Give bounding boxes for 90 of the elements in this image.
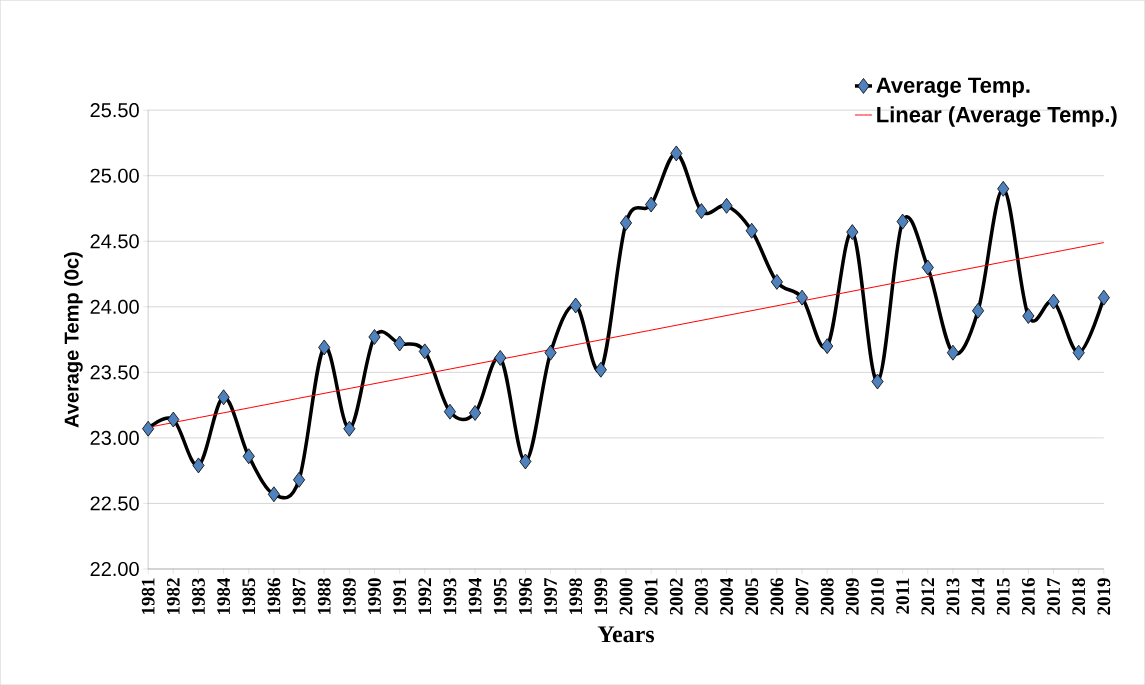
legend-label: Average Temp. [876,77,1030,98]
point [343,420,356,437]
point [594,361,607,378]
point [796,289,809,306]
y-tick-label: 22.00 [90,561,139,576]
x-tick-label: 1997 [544,577,557,614]
point [393,335,406,352]
x-tick-label: 2011 [896,578,910,614]
x-tick-label: 2013 [946,578,960,615]
y-axis-title: Average Temp (0c) [64,252,83,428]
point [1022,308,1035,324]
x-tick-label: 2001 [644,578,658,615]
y-tick-label: 25.00 [90,168,139,183]
point [1072,344,1085,361]
x-tick-label: 1988 [317,578,331,614]
point [972,302,985,319]
point [821,338,834,354]
x-tick-label: 1999 [594,578,608,614]
x-tick-label: 2009 [845,578,859,615]
x-tick-label: 1998 [569,578,583,614]
point [670,145,683,162]
x-tick-label: 1990 [368,578,381,614]
x-tick-label: 1981 [141,578,155,614]
point [921,259,934,276]
point [946,344,959,361]
point [293,471,306,488]
x-tick-label: 2002 [669,578,683,615]
x-tick-label: 1986 [267,578,281,614]
x-tick-label: 1985 [242,578,256,614]
x-tick-label: 1992 [418,578,432,614]
x-tick-label: 2019 [1097,578,1111,615]
x-tick-label: 1991 [393,578,407,614]
point [1047,293,1060,310]
y-tick-label: 24.50 [90,234,139,249]
x-tick-label: 2006 [770,578,784,615]
point [846,224,859,240]
x-tick-label: 1995 [493,578,507,614]
point [770,273,783,290]
x-tick-label: 1993 [443,578,457,614]
x-tick-label: 1983 [192,578,205,614]
point [242,448,255,465]
x-tick-label: 1982 [166,578,180,614]
x-axis-title: Years [597,626,655,643]
point [192,457,205,474]
x-tick-label: 2010 [871,578,884,615]
x-tick-label: 2014 [971,577,985,615]
point [469,405,482,421]
x-tick-label: 1994 [468,577,482,614]
point [418,343,431,360]
x-tick-label: 1996 [519,578,532,614]
point [619,214,633,231]
x-tick-label: 2015 [996,578,1010,615]
x-tick-label: 2008 [820,578,834,615]
x-tick-label: 2005 [745,578,759,615]
point [167,411,180,428]
point [871,373,884,390]
x-tick-label: 2018 [1072,578,1086,615]
point [142,420,155,437]
point [217,389,230,406]
point [997,180,1010,197]
x-tick-label: 2000 [619,578,633,615]
x-tick-label: 1984 [217,577,231,614]
point [569,297,582,314]
point [267,486,280,503]
x-tick-label: 1987 [292,577,306,614]
point [494,349,507,366]
x-tick-label: 2016 [1021,578,1035,615]
x-tick-label: 2007 [795,577,809,615]
point [720,197,733,214]
point [318,339,331,356]
point [1097,289,1110,306]
y-tick-label: 24.00 [90,299,139,314]
x-tick-label: 1989 [342,578,356,614]
point [544,344,557,361]
y-tick-label: 25.50 [90,103,139,118]
x-tick-label: 2012 [921,578,935,615]
point [645,196,658,213]
x-tick-label: 2017 [1047,577,1060,615]
point [368,328,381,345]
legend-label: Linear (Average Temp.) [877,106,1117,127]
point [443,403,456,420]
point [745,222,758,239]
y-tick-label: 22.50 [90,496,139,511]
y-tick-label: 23.50 [90,365,139,380]
y-tick-label: 23.00 [90,430,139,445]
x-tick-label: 2003 [695,578,708,615]
point [695,203,708,219]
x-tick-label: 2004 [720,577,733,615]
point [896,213,909,230]
point [519,453,532,470]
